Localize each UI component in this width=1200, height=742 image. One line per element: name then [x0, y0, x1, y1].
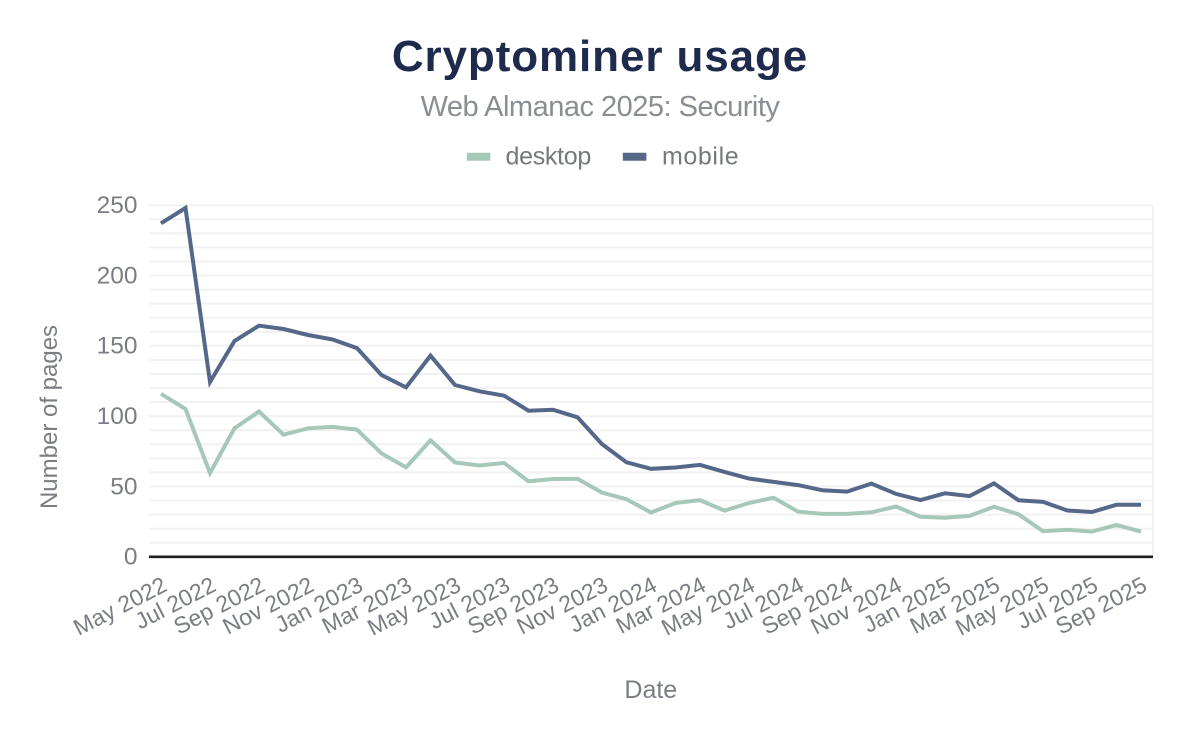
- svg-text:100: 100: [97, 403, 138, 430]
- svg-text:Cryptominer usage: Cryptominer usage: [392, 32, 808, 81]
- svg-text:50: 50: [110, 473, 137, 500]
- svg-text:Web Almanac 2025: Security: Web Almanac 2025: Security: [421, 91, 781, 123]
- svg-text:150: 150: [97, 333, 138, 360]
- svg-text:Date: Date: [624, 676, 677, 704]
- svg-text:200: 200: [97, 262, 138, 289]
- svg-text:mobile: mobile: [662, 142, 739, 170]
- svg-text:desktop: desktop: [506, 142, 591, 170]
- svg-text:250: 250: [97, 192, 138, 219]
- svg-text:Number of pages: Number of pages: [36, 325, 63, 509]
- svg-text:0: 0: [124, 544, 138, 571]
